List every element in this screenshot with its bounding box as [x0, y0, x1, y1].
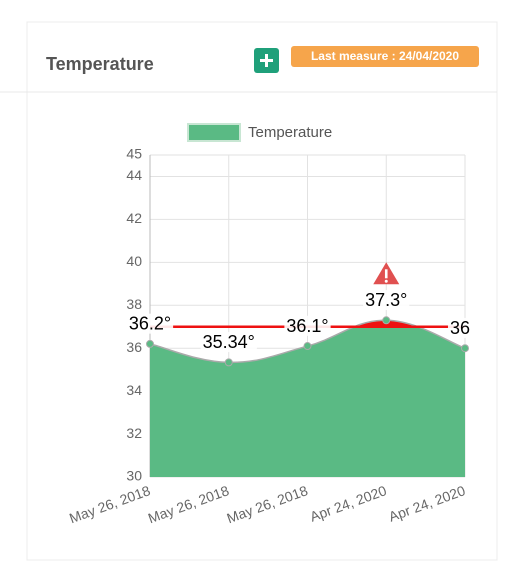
badge-bg: [291, 46, 479, 67]
value-label: 35.34°: [203, 332, 255, 352]
area: [150, 320, 465, 477]
y-tick-label: 45: [126, 146, 142, 162]
value-label: 36.2°: [129, 314, 171, 334]
point: [146, 339, 154, 348]
legend-swatch: [187, 123, 241, 142]
legend-label: Temperature: [248, 124, 332, 141]
value-label-bg: [363, 290, 410, 311]
warning-dot: [384, 279, 388, 283]
value-label: 36: [450, 318, 470, 338]
y-tick-label: 42: [126, 210, 142, 226]
point: [224, 358, 233, 367]
plus-icon: [260, 54, 273, 67]
value-label: 37.3°: [365, 290, 407, 310]
y-tick-label: 30: [126, 468, 142, 484]
y-tick-label: 40: [126, 253, 142, 269]
point: [303, 342, 312, 351]
point: [461, 344, 469, 353]
last-measure-badge: Last measure : 24/04/2020: [311, 49, 459, 63]
value-label: 36.1°: [286, 316, 328, 336]
y-tick-label: 34: [126, 382, 142, 398]
value-label-bg: [126, 313, 174, 334]
y-tick-label: 36: [126, 339, 142, 355]
warning-icon: [373, 262, 400, 285]
value-label-bg: [447, 317, 473, 338]
warning-bar: [384, 269, 388, 279]
value-label-bg: [200, 332, 257, 353]
add-button[interactable]: [254, 48, 279, 73]
card: [26, 21, 498, 561]
point: [382, 316, 391, 325]
y-tick-label: 32: [126, 425, 142, 441]
value-label-bg: [284, 315, 331, 336]
y-tick-label: 44: [126, 167, 142, 183]
y-tick-label: 38: [126, 296, 142, 312]
card-title: Temperature: [46, 54, 154, 74]
